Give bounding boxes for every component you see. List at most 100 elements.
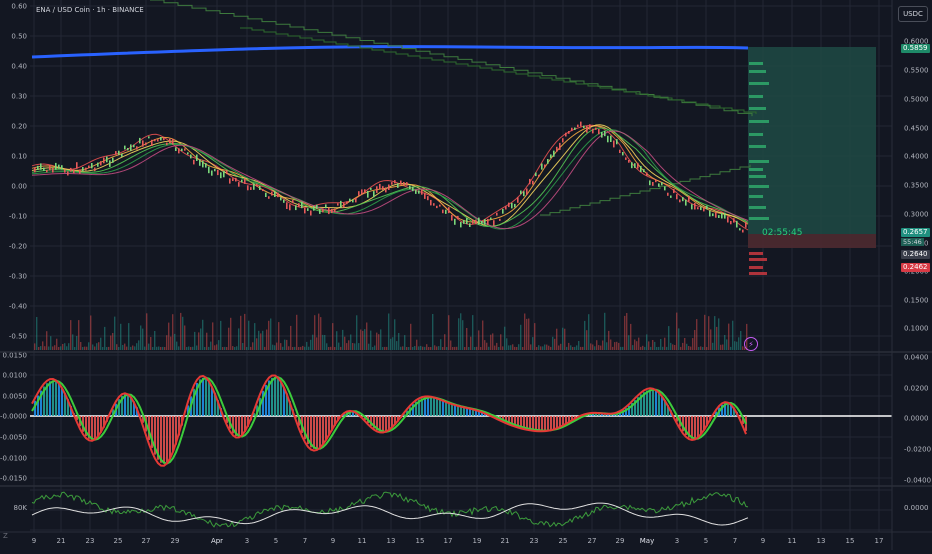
volume-bar: [470, 337, 471, 350]
volume-bar: [270, 319, 271, 351]
candle: [292, 200, 294, 203]
osc-histogram-bar: [271, 378, 273, 416]
volume-bar: [450, 341, 451, 351]
volume-bar: [164, 347, 165, 350]
time-axis-label: 29: [171, 537, 180, 545]
volume-bar: [704, 315, 705, 350]
left-axis-label: -0.30: [9, 273, 27, 281]
left-axis-label: 0.10: [11, 153, 27, 161]
candle: [307, 208, 309, 211]
volume-bar: [332, 323, 333, 350]
left-axis-label: 0.50: [11, 33, 27, 41]
time-axis-label: 19: [473, 537, 482, 545]
volume-bar: [242, 343, 243, 350]
volume-bar: [610, 340, 611, 351]
candle: [184, 148, 186, 150]
volume-bar: [56, 339, 57, 350]
volume-bar: [292, 347, 293, 350]
volume-bar: [266, 330, 267, 351]
volume-bar: [250, 347, 251, 350]
timezone-toggle[interactable]: Z: [3, 532, 8, 540]
candle: [535, 173, 537, 177]
volume-bar: [606, 342, 607, 350]
lightning-icon[interactable]: ⚡: [744, 337, 758, 351]
candle: [376, 186, 378, 193]
candle: [688, 196, 690, 202]
candle: [163, 137, 165, 140]
osc-histogram-bar: [58, 384, 60, 416]
volume-bar: [368, 344, 369, 350]
candle: [166, 143, 168, 145]
candle: [121, 154, 123, 157]
time-axis-label: 9: [331, 537, 335, 545]
volume-bar: [688, 346, 689, 350]
currency-button[interactable]: USDC: [898, 6, 928, 22]
candle: [244, 178, 246, 184]
volume-bar: [60, 346, 61, 350]
volume-bar: [498, 347, 499, 350]
candle: [523, 191, 525, 196]
candle: [394, 180, 396, 183]
osc-histogram-bar: [439, 400, 441, 416]
candle: [421, 190, 423, 195]
left-axis-label: -0.0100: [0, 455, 27, 463]
time-axis-label: 15: [416, 537, 425, 545]
volume-bar: [302, 346, 303, 350]
time-axis-label: 3: [245, 537, 249, 545]
volume-bar: [440, 339, 441, 350]
volume-bar: [596, 340, 597, 350]
osc-histogram-bar: [61, 388, 63, 416]
time-axis-label: 27: [588, 537, 597, 545]
volume-bar: [620, 347, 621, 350]
candle: [736, 221, 738, 228]
volume-bar: [678, 328, 679, 350]
osc-histogram-bar: [163, 416, 165, 464]
candle: [232, 178, 234, 181]
osc-histogram-bar: [97, 416, 99, 437]
candle: [577, 125, 579, 127]
volume-bar: [552, 337, 553, 350]
osc-histogram-bar: [55, 382, 57, 416]
volume-bar: [528, 319, 529, 351]
volume-bar: [742, 346, 743, 350]
time-axis-label: 17: [875, 537, 884, 545]
long-position-tool[interactable]: [748, 47, 876, 275]
candle: [682, 197, 684, 201]
volume-bar: [272, 345, 273, 350]
symbol-title[interactable]: ENA / USD Coin · 1h · BINANCE: [36, 6, 144, 14]
candle: [745, 222, 747, 228]
volume-bar: [432, 314, 433, 350]
volume-bar: [338, 343, 339, 350]
osc-histogram-bar: [436, 399, 438, 416]
candle: [235, 178, 237, 182]
volume-bar: [230, 318, 231, 350]
candle: [238, 182, 240, 187]
orderbook-bid: [749, 145, 766, 148]
volume-bar: [234, 347, 235, 350]
volume-bar: [372, 347, 373, 350]
volume-bar: [546, 345, 547, 350]
osc-histogram-bar: [559, 416, 561, 427]
volume-bar: [312, 335, 313, 350]
osc-histogram-bar: [388, 416, 390, 430]
candle: [478, 218, 480, 225]
candle: [361, 189, 363, 194]
volume-bar: [412, 347, 413, 350]
volume-bar: [514, 347, 515, 350]
candle: [481, 221, 483, 224]
volume-bar: [198, 332, 199, 350]
candle: [556, 147, 558, 152]
volume-bar: [316, 337, 317, 350]
volume-bar: [132, 346, 133, 351]
candle: [679, 200, 681, 203]
volume-bar: [166, 335, 167, 350]
volume-bar: [490, 335, 491, 350]
volume-bar: [556, 329, 557, 350]
volume-bar: [122, 345, 123, 350]
volume-bar: [542, 346, 543, 350]
osc-histogram-bar: [442, 401, 444, 416]
candle: [196, 155, 198, 162]
orderbook-bid: [749, 160, 769, 163]
